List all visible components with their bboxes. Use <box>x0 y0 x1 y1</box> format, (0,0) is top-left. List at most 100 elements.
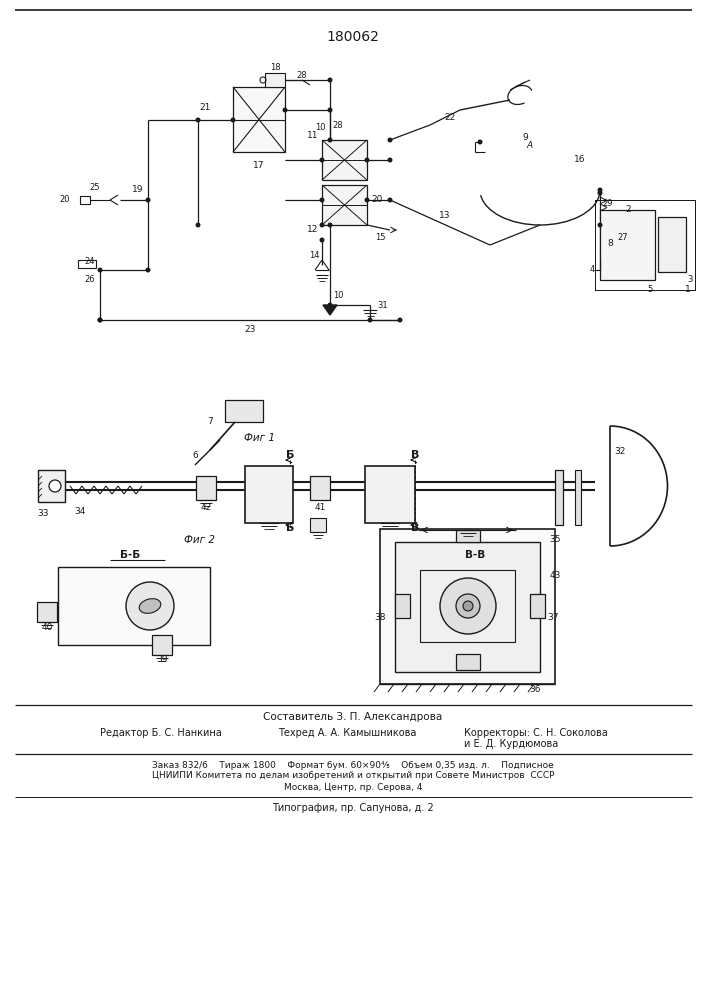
Text: 36: 36 <box>530 686 541 694</box>
Circle shape <box>597 223 602 228</box>
Circle shape <box>327 137 332 142</box>
Text: Техред А. А. Камышникова: Техред А. А. Камышникова <box>278 728 416 738</box>
Text: 9: 9 <box>522 133 528 142</box>
Text: 11: 11 <box>308 130 319 139</box>
Text: A: A <box>527 140 533 149</box>
Circle shape <box>327 223 332 228</box>
Text: 20: 20 <box>60 196 70 205</box>
Bar <box>365 466 415 523</box>
Circle shape <box>327 78 332 83</box>
Circle shape <box>463 601 473 611</box>
Text: Б: Б <box>286 450 294 460</box>
Text: 33: 33 <box>37 508 49 518</box>
Circle shape <box>365 157 370 162</box>
Bar <box>37 602 57 622</box>
Text: 8: 8 <box>607 238 613 247</box>
Circle shape <box>320 237 325 242</box>
Bar <box>555 470 563 525</box>
Circle shape <box>98 318 103 322</box>
Text: 35: 35 <box>549 536 561 544</box>
Text: 3: 3 <box>687 275 693 284</box>
Ellipse shape <box>139 599 160 613</box>
Text: 10: 10 <box>315 122 325 131</box>
Text: 37: 37 <box>547 613 559 622</box>
Bar <box>595 200 695 290</box>
Text: В: В <box>411 523 419 533</box>
Text: Корректоры: С. Н. Соколова: Корректоры: С. Н. Соколова <box>464 728 608 738</box>
Text: ЦНИИПИ Комитета по делам изобретений и открытий при Совете Министров  СССР: ЦНИИПИ Комитета по делам изобретений и о… <box>152 772 554 780</box>
Circle shape <box>196 223 201 228</box>
Circle shape <box>397 318 402 322</box>
Bar <box>233 87 285 152</box>
Text: 29: 29 <box>603 198 613 208</box>
Bar <box>310 476 330 500</box>
Text: 40: 40 <box>41 624 53 633</box>
Text: 42: 42 <box>200 504 211 512</box>
Text: 41: 41 <box>315 504 326 512</box>
Text: 25: 25 <box>90 184 100 192</box>
Circle shape <box>126 582 174 630</box>
Bar <box>395 594 410 618</box>
Circle shape <box>283 107 288 112</box>
Bar <box>245 466 293 523</box>
Circle shape <box>146 267 151 272</box>
Text: 13: 13 <box>439 211 451 220</box>
Circle shape <box>196 117 201 122</box>
Bar <box>196 476 216 500</box>
Text: 32: 32 <box>614 448 626 456</box>
Text: 23: 23 <box>245 326 256 334</box>
Circle shape <box>387 157 392 162</box>
Text: 7: 7 <box>207 418 213 426</box>
Text: 10: 10 <box>333 290 344 300</box>
Text: 17: 17 <box>253 160 264 169</box>
Circle shape <box>98 267 103 272</box>
Text: Составитель З. П. Александрова: Составитель З. П. Александрова <box>264 712 443 722</box>
Text: 6: 6 <box>192 450 198 460</box>
Bar <box>600 210 655 280</box>
Circle shape <box>365 198 370 202</box>
Text: В: В <box>411 450 419 460</box>
Text: 14: 14 <box>309 250 320 259</box>
Text: 28: 28 <box>333 120 344 129</box>
Circle shape <box>387 198 392 202</box>
Text: Фиг 1: Фиг 1 <box>245 433 276 443</box>
Circle shape <box>320 198 325 202</box>
Circle shape <box>98 318 103 322</box>
Text: Москва, Центр, пр. Серова, 4: Москва, Центр, пр. Серова, 4 <box>284 782 422 792</box>
Circle shape <box>327 107 332 112</box>
Text: 18: 18 <box>269 64 280 73</box>
Text: 43: 43 <box>549 570 561 580</box>
Bar <box>456 654 480 670</box>
Text: 21: 21 <box>199 104 211 112</box>
Circle shape <box>146 198 151 202</box>
Text: 12: 12 <box>308 226 319 234</box>
Polygon shape <box>323 305 337 315</box>
Text: 180062: 180062 <box>327 30 380 44</box>
Bar <box>322 185 367 225</box>
Text: 38: 38 <box>374 613 386 622</box>
Bar <box>322 140 367 180</box>
Text: 15: 15 <box>375 233 385 242</box>
Circle shape <box>456 594 480 618</box>
Bar <box>225 400 263 422</box>
Text: 27: 27 <box>618 232 629 241</box>
Bar <box>265 73 285 87</box>
Text: 31: 31 <box>378 300 388 310</box>
Bar <box>152 635 172 655</box>
Circle shape <box>387 137 392 142</box>
Text: 20: 20 <box>371 196 382 205</box>
Bar <box>420 570 515 642</box>
Text: Б: Б <box>286 523 294 533</box>
Text: В-В: В-В <box>465 550 485 560</box>
Text: Заказ 832/6    Тираж 1800    Формат бум. 60×90⅘    Объем 0,35 изд. л.    Подписн: Заказ 832/6 Тираж 1800 Формат бум. 60×90… <box>152 760 554 770</box>
Circle shape <box>320 223 325 228</box>
Bar <box>80 196 90 204</box>
Bar <box>595 200 695 290</box>
Text: 16: 16 <box>574 155 586 164</box>
Text: Типография, пр. Сапунова, д. 2: Типография, пр. Сапунова, д. 2 <box>272 803 434 813</box>
Text: 34: 34 <box>74 508 86 516</box>
Bar <box>456 530 480 542</box>
Text: 19: 19 <box>132 186 144 194</box>
Text: Б-Б: Б-Б <box>120 550 140 560</box>
Text: 24: 24 <box>85 257 95 266</box>
